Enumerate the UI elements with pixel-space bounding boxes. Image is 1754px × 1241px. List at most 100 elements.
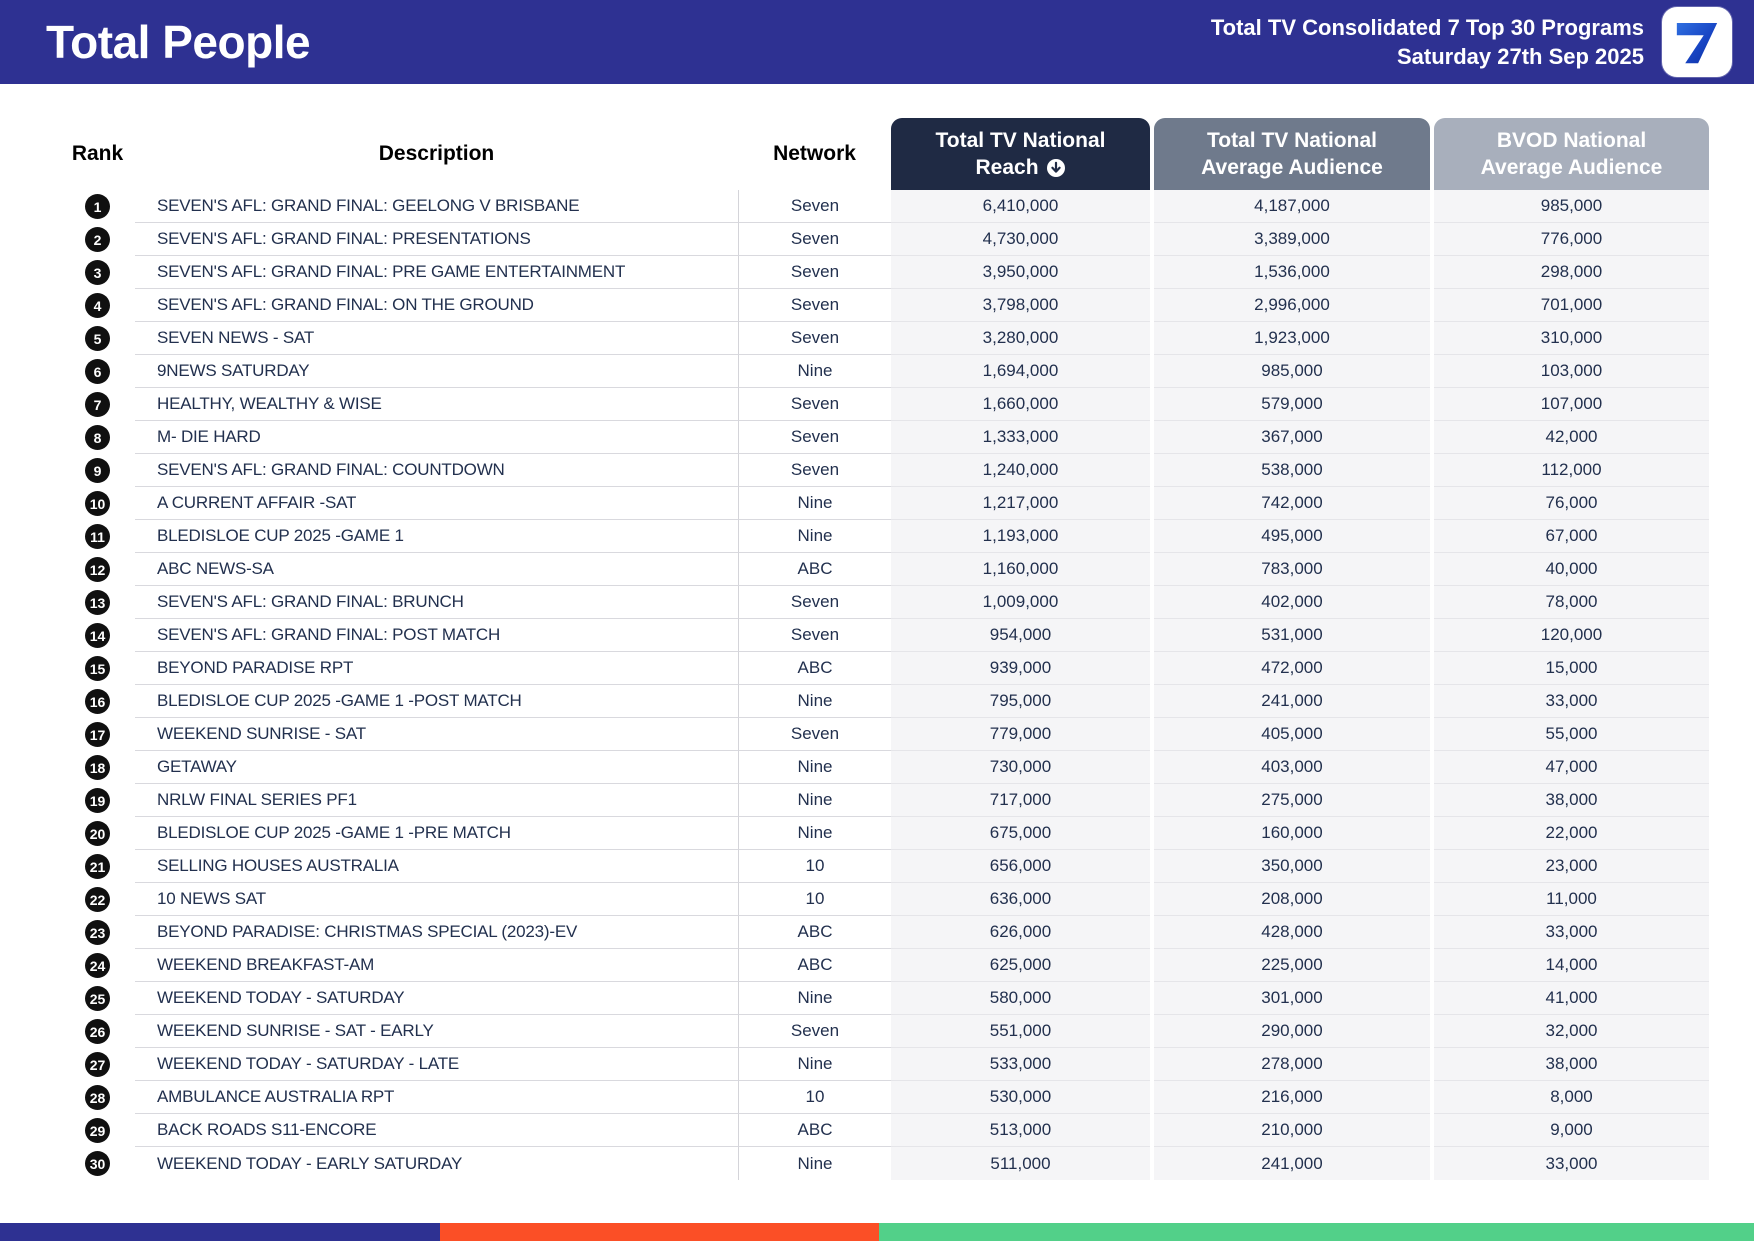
table-row: 26 WEEKEND SUNRISE - SAT - EARLY Seven 5… bbox=[60, 1015, 1709, 1048]
table-row: 18 GETAWAY Nine 730,000 403,000 47,000 bbox=[60, 751, 1709, 784]
rank-badge: 1 bbox=[85, 194, 110, 219]
description-cell: WEEKEND TODAY - SATURDAY - LATE bbox=[135, 1048, 738, 1081]
total-tv-average-cell: 216,000 bbox=[1154, 1081, 1430, 1114]
table-row: 25 WEEKEND TODAY - SATURDAY Nine 580,000… bbox=[60, 982, 1709, 1015]
total-tv-reach-cell: 511,000 bbox=[891, 1147, 1150, 1180]
total-tv-reach-cell: 1,009,000 bbox=[891, 586, 1150, 619]
table-row: 13 SEVEN'S AFL: GRAND FINAL: BRUNCH Seve… bbox=[60, 586, 1709, 619]
network-cell: Seven bbox=[738, 454, 891, 487]
table-row: 14 SEVEN'S AFL: GRAND FINAL: POST MATCH … bbox=[60, 619, 1709, 652]
rank-cell: 21 bbox=[60, 850, 135, 883]
rank-badge: 16 bbox=[85, 689, 110, 714]
network-cell: ABC bbox=[738, 652, 891, 685]
top-bar-right: Total TV Consolidated 7 Top 30 Programs … bbox=[1211, 7, 1732, 77]
total-tv-average-cell: 742,000 bbox=[1154, 487, 1430, 520]
table-row: 15 BEYOND PARADISE RPT ABC 939,000 472,0… bbox=[60, 652, 1709, 685]
table-row: 6 9NEWS SATURDAY Nine 1,694,000 985,000 … bbox=[60, 355, 1709, 388]
network-cell: Seven bbox=[738, 1015, 891, 1048]
total-tv-reach-cell: 3,280,000 bbox=[891, 322, 1150, 355]
bvod-average-cell: 9,000 bbox=[1434, 1114, 1709, 1147]
table-row: 22 10 NEWS SAT 10 636,000 208,000 11,000 bbox=[60, 883, 1709, 916]
total-tv-average-cell: 160,000 bbox=[1154, 817, 1430, 850]
total-tv-reach-cell: 730,000 bbox=[891, 751, 1150, 784]
network-cell: ABC bbox=[738, 916, 891, 949]
total-tv-average-cell: 402,000 bbox=[1154, 586, 1430, 619]
description-cell: WEEKEND TODAY - EARLY SATURDAY bbox=[157, 1153, 463, 1173]
description-cell: WEEKEND SUNRISE - SAT bbox=[135, 718, 738, 751]
report-date: Saturday 27th Sep 2025 bbox=[1396, 44, 1644, 69]
network-cell: Seven bbox=[738, 586, 891, 619]
total-tv-reach-cell: 954,000 bbox=[891, 619, 1150, 652]
total-tv-average-cell: 4,187,000 bbox=[1154, 190, 1430, 223]
rank-cell: 6 bbox=[60, 355, 135, 388]
description-cell: WEEKEND BREAKFAST-AM bbox=[135, 949, 738, 982]
total-tv-average-cell: 241,000 bbox=[1154, 685, 1430, 718]
stripe-orange-segment bbox=[440, 1223, 879, 1241]
description-cell: AMBULANCE AUSTRALIA RPT bbox=[135, 1081, 738, 1114]
reach-header-line1: Total TV National bbox=[935, 129, 1106, 152]
bvod-average-cell: 47,000 bbox=[1434, 751, 1709, 784]
rank-cell: 15 bbox=[60, 652, 135, 685]
description-cell: SELLING HOUSES AUSTRALIA bbox=[135, 850, 738, 883]
network-cell: Seven bbox=[738, 256, 891, 289]
network-cell: ABC bbox=[738, 949, 891, 982]
rank-badge: 30 bbox=[85, 1151, 110, 1176]
total-tv-average-cell: 301,000 bbox=[1154, 982, 1430, 1015]
description-cell: GETAWAY bbox=[135, 751, 738, 784]
rank-badge: 3 bbox=[85, 260, 110, 285]
rank-cell: 22 bbox=[60, 883, 135, 916]
bvod-average-cell: 14,000 bbox=[1434, 949, 1709, 982]
rank-cell: 10 bbox=[60, 487, 135, 520]
footer-stripe bbox=[0, 1223, 1754, 1241]
bvod-average-cell: 701,000 bbox=[1434, 289, 1709, 322]
bvod-average-cell: 23,000 bbox=[1434, 850, 1709, 883]
seven-network-logo bbox=[1662, 7, 1732, 77]
col-header-total-tv-average: Total TV National Average Audience bbox=[1154, 118, 1430, 190]
total-tv-average-cell: 367,000 bbox=[1154, 421, 1430, 454]
total-tv-reach-cell: 3,950,000 bbox=[891, 256, 1150, 289]
rank-badge: 28 bbox=[85, 1085, 110, 1110]
rank-cell: 25 bbox=[60, 982, 135, 1015]
table-row: 5 SEVEN NEWS - SAT Seven 3,280,000 1,923… bbox=[60, 322, 1709, 355]
bvod-average-cell: 41,000 bbox=[1434, 982, 1709, 1015]
total-tv-average-cell: 579,000 bbox=[1154, 388, 1430, 421]
network-cell: Nine bbox=[738, 784, 891, 817]
top-bar: Total People Total TV Consolidated 7 Top… bbox=[0, 0, 1754, 84]
bvod-header-line2: Average Audience bbox=[1480, 156, 1663, 179]
table-row: 9 SEVEN'S AFL: GRAND FINAL: COUNTDOWN Se… bbox=[60, 454, 1709, 487]
rank-badge: 18 bbox=[85, 755, 110, 780]
network-cell: ABC bbox=[738, 1114, 891, 1147]
total-tv-average-cell: 1,536,000 bbox=[1154, 256, 1430, 289]
network-cell: Nine bbox=[738, 520, 891, 553]
total-tv-reach-cell: 939,000 bbox=[891, 652, 1150, 685]
total-tv-reach-cell: 626,000 bbox=[891, 916, 1150, 949]
rank-badge: 15 bbox=[85, 656, 110, 681]
total-tv-reach-cell: 1,333,000 bbox=[891, 421, 1150, 454]
bvod-average-cell: 15,000 bbox=[1434, 652, 1709, 685]
description-cell: SEVEN NEWS - SAT bbox=[135, 322, 738, 355]
reach-header-line2: Reach bbox=[975, 156, 1039, 179]
rank-badge: 26 bbox=[85, 1019, 110, 1044]
rank-badge: 2 bbox=[85, 227, 110, 252]
table-row: 27 WEEKEND TODAY - SATURDAY - LATE Nine … bbox=[60, 1048, 1709, 1081]
network-cell: Seven bbox=[738, 190, 891, 223]
bvod-average-cell: 112,000 bbox=[1434, 454, 1709, 487]
col-header-total-tv-reach[interactable]: Total TV National Reach bbox=[891, 118, 1150, 190]
table-row: 4 SEVEN'S AFL: GRAND FINAL: ON THE GROUN… bbox=[60, 289, 1709, 322]
rank-cell: 4 bbox=[60, 289, 135, 322]
table-row: 28 AMBULANCE AUSTRALIA RPT 10 530,000 21… bbox=[60, 1081, 1709, 1114]
total-tv-average-cell: 3,389,000 bbox=[1154, 223, 1430, 256]
rank-badge: 14 bbox=[85, 623, 110, 648]
rank-cell: 17 bbox=[60, 718, 135, 751]
bvod-average-cell: 298,000 bbox=[1434, 256, 1709, 289]
total-tv-reach-cell: 6,410,000 bbox=[891, 190, 1150, 223]
network-cell: Seven bbox=[738, 619, 891, 652]
table-row: 20 BLEDISLOE CUP 2025 -GAME 1 -PRE MATCH… bbox=[60, 817, 1709, 850]
bvod-average-cell: 776,000 bbox=[1434, 223, 1709, 256]
rank-cell: 18 bbox=[60, 751, 135, 784]
network-cell: Seven bbox=[738, 289, 891, 322]
rank-badge: 7 bbox=[85, 392, 110, 417]
circle-down-arrow-icon bbox=[1046, 158, 1066, 178]
rank-badge: 17 bbox=[85, 722, 110, 747]
